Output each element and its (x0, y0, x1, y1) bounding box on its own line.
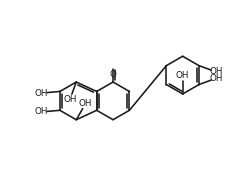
Text: OH: OH (63, 95, 77, 104)
Text: O: O (110, 70, 117, 79)
Text: OH: OH (176, 71, 189, 80)
Text: OH: OH (209, 74, 223, 83)
Text: OH: OH (209, 67, 223, 76)
Text: OH: OH (35, 107, 48, 116)
Text: OH: OH (35, 89, 48, 98)
Text: OH: OH (79, 99, 92, 108)
